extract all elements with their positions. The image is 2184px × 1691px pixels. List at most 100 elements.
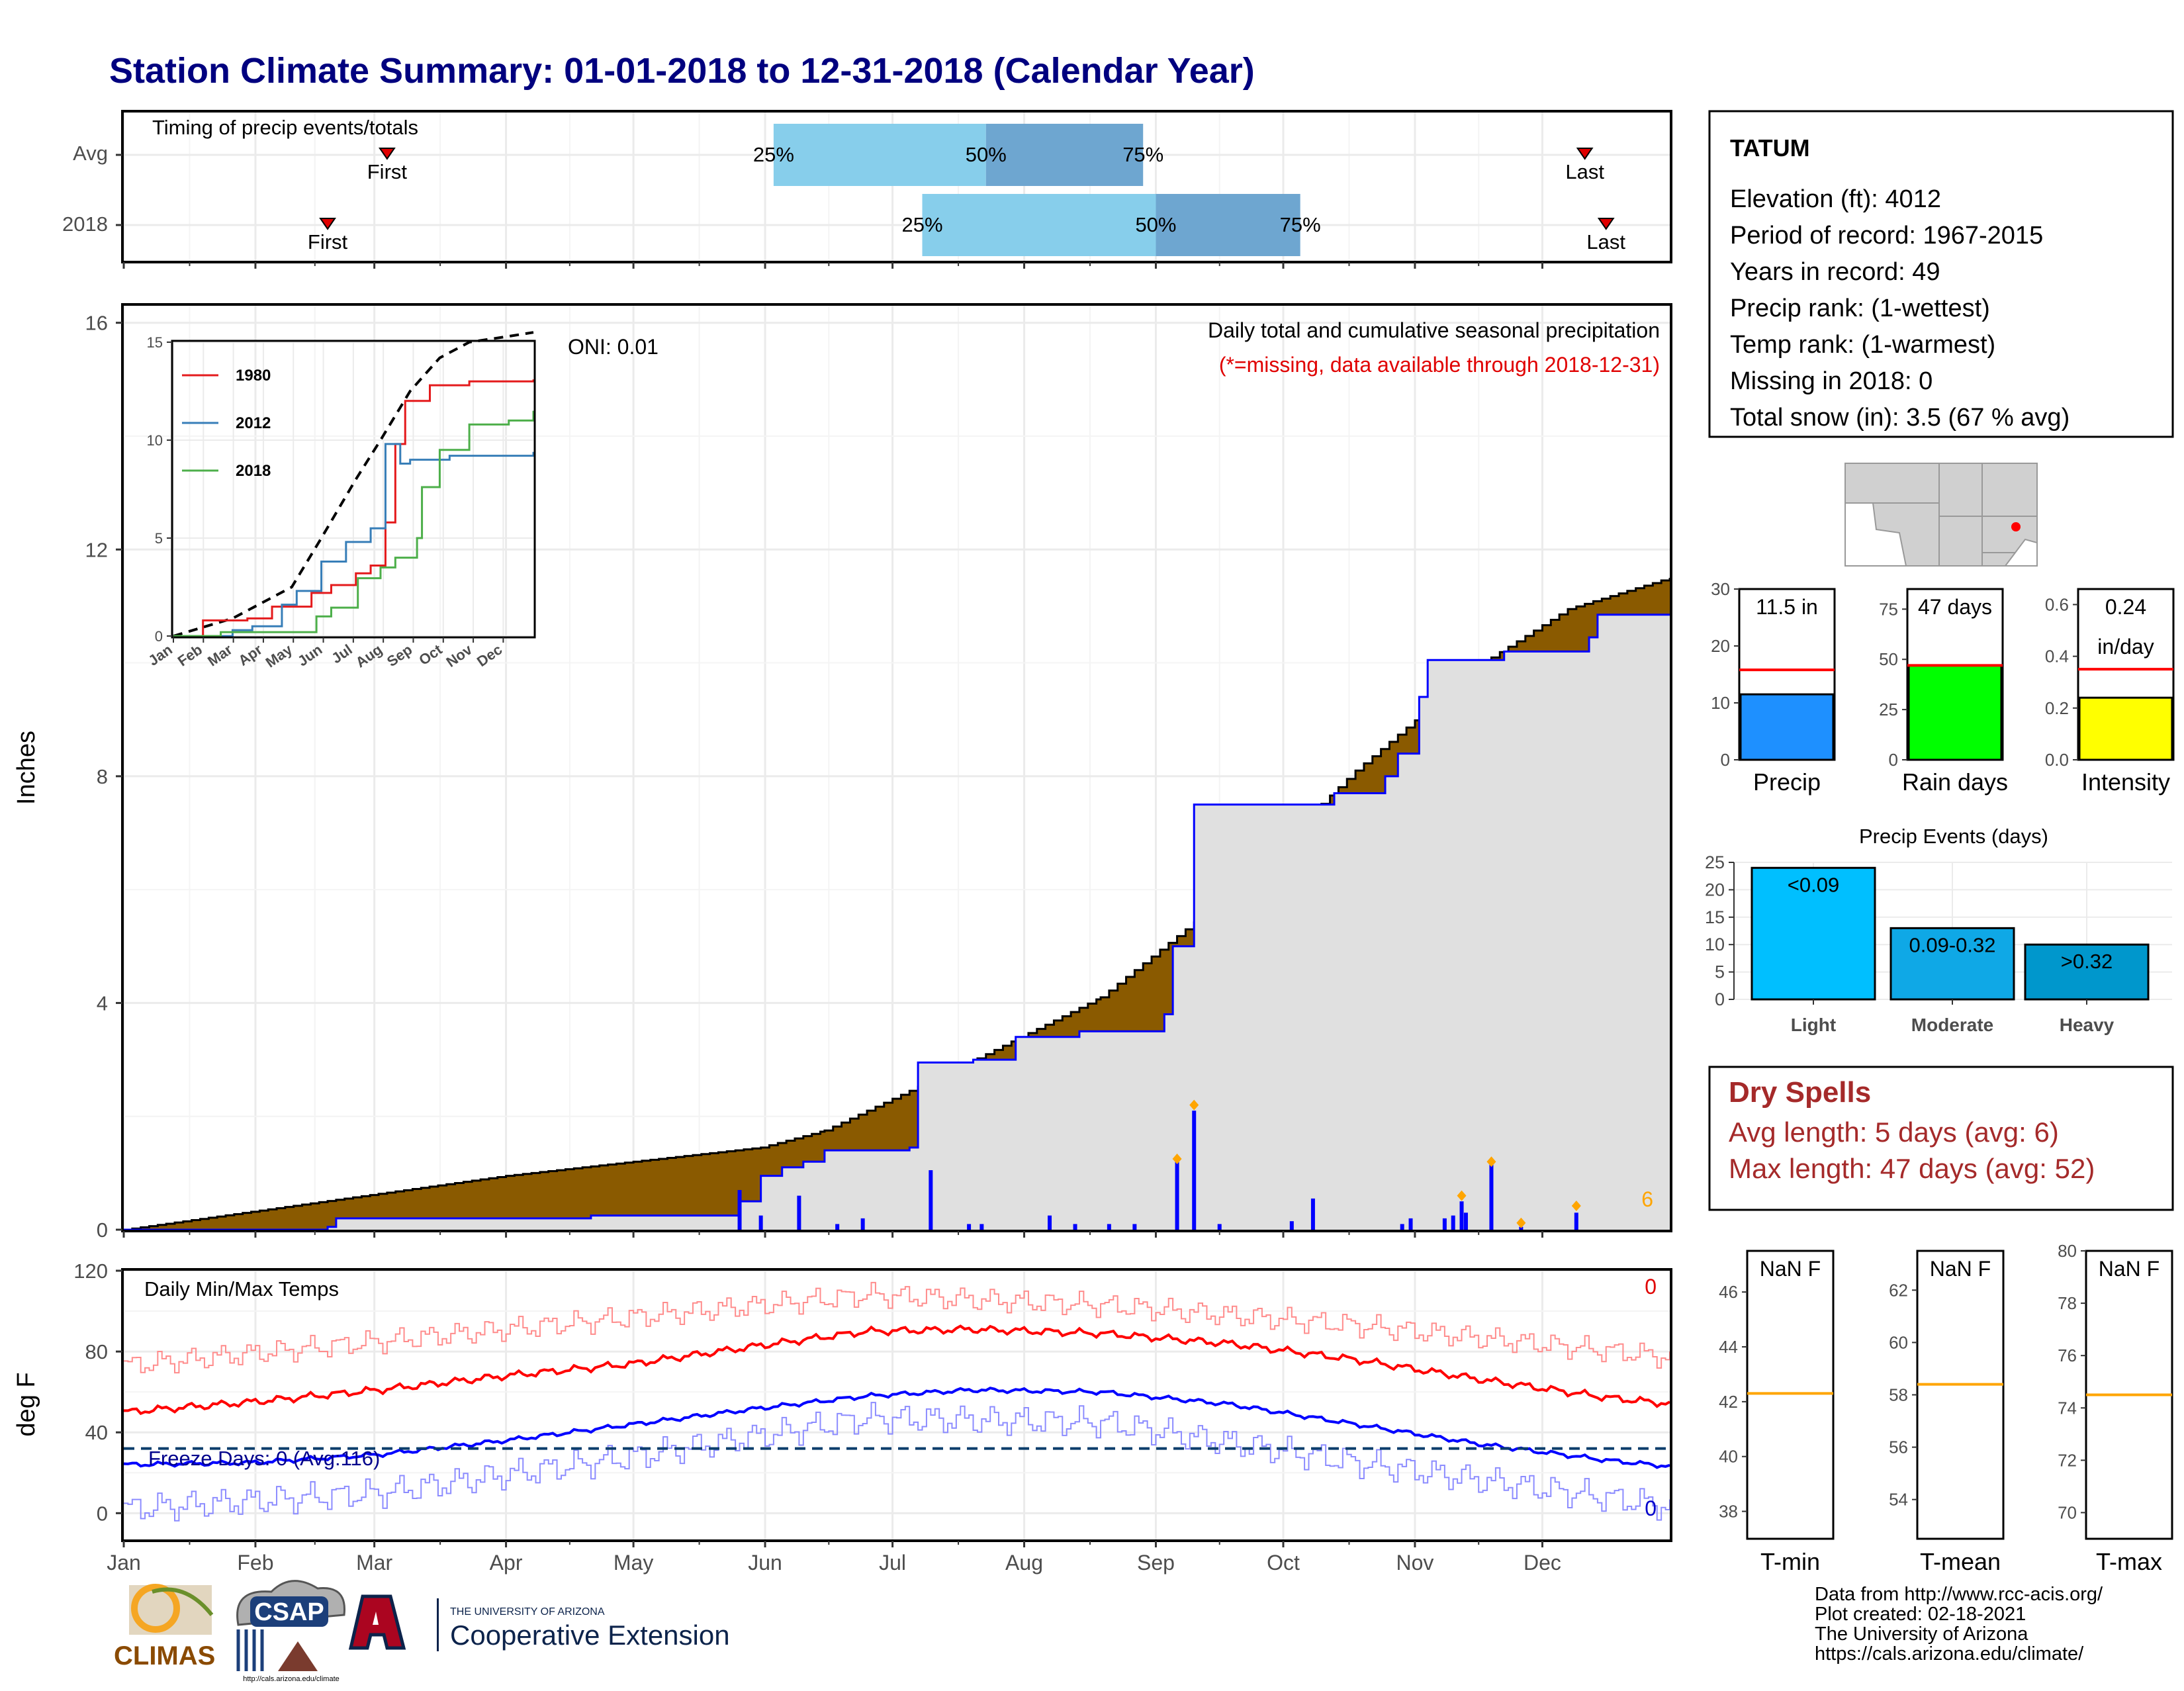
inset-xtick-label: Feb [175, 641, 205, 670]
temp-summary-ytick-label: 40 [1719, 1447, 1738, 1467]
footer-credits: Data from http://www.rcc-acis.org/ Plot … [1815, 1584, 2103, 1665]
temp-summary-ytick-label: 42 [1719, 1392, 1738, 1412]
oni-label: ONI: 0.01 [568, 335, 659, 359]
csap-logo-text: CSAP [254, 1598, 324, 1626]
month-tick-label: Jul [879, 1551, 906, 1575]
timing-row-label-2018: 2018 [62, 212, 108, 236]
inset-xtick-label: Jun [295, 641, 325, 670]
precip-marker [1486, 1156, 1496, 1167]
events-ytick-label: 20 [1705, 880, 1725, 899]
month-tick-label: May [614, 1551, 653, 1575]
station-info-line: Total snow (in): 3.5 (67 % avg) [1730, 404, 2070, 432]
temp-ylabel: deg F [13, 1372, 40, 1436]
footer-line-3: The University of Arizona [1815, 1623, 2028, 1645]
locator-map [1844, 463, 2038, 567]
daily-precip-bar [1192, 1111, 1197, 1230]
events-bar-range-label: >0.32 [2061, 950, 2113, 973]
timing-bar-q2 [1156, 194, 1300, 256]
temp-ytick-label: 0 [97, 1502, 108, 1525]
precip-marker [1172, 1153, 1182, 1164]
summary-ytick-label: 0.6 [2045, 594, 2069, 614]
daily-precip-bar [1459, 1201, 1464, 1230]
dry-spells-title: Dry Spells [1729, 1076, 1871, 1109]
summary-value-text: 0.24 [2105, 595, 2146, 619]
inset-series-2012 [173, 443, 535, 637]
timing-bar-q1 [922, 194, 1156, 256]
temp-summary-ytick-label: 46 [1719, 1282, 1738, 1302]
events-category-label: Moderate [1911, 1015, 1993, 1035]
climas-logo-text: CLIMAS [114, 1641, 215, 1670]
daily-precip-bar [1519, 1226, 1524, 1230]
daily-precip-bar [1463, 1212, 1468, 1230]
dry-spells-max: Max length: 47 days (avg: 52) [1729, 1153, 2095, 1184]
inset-xtick-label: Mar [205, 641, 236, 669]
temp-ytick-label: 80 [85, 1340, 108, 1363]
precip-panel: 0 4 8 12 16 Inches Daily total and cumulativ… [13, 303, 1672, 1242]
timing-pct-label: 75% [1280, 213, 1321, 236]
summary-ytick-label: 0 [1721, 750, 1730, 770]
summary-value-bar [1907, 664, 2003, 761]
daily-precip-bar [737, 1190, 742, 1230]
temp-ytick-label: 120 [73, 1259, 108, 1283]
daily-precip-bar [860, 1218, 865, 1230]
normal-cumulative-outline [124, 578, 1671, 1231]
summary-ytick-label: 0.2 [2045, 698, 2069, 718]
summary-ytick-label: 0.4 [2045, 647, 2069, 666]
temp-ytick-label: 40 [85, 1421, 108, 1444]
events-bar [1889, 927, 2015, 1001]
daily-precip-bar [1574, 1212, 1578, 1230]
month-tick-label: Jun [748, 1551, 782, 1575]
inset-legend-label: 2012 [236, 414, 271, 432]
inset-series-2018 [173, 410, 535, 637]
inset-xtick-label: Sep [384, 641, 415, 670]
precip-ytick-label: 0 [97, 1218, 108, 1242]
inset-xtick-label: Dec [474, 641, 505, 670]
inset-ytick-label: 5 [155, 530, 163, 547]
temp-summary-ytick-label: 80 [2058, 1241, 2077, 1261]
temp-summary-ytick-label: 78 [2058, 1293, 2077, 1313]
summary-ytick-label: 50 [1879, 649, 1898, 669]
ua-logo-small-text: THE UNIVERSITY OF ARIZONA [450, 1606, 605, 1618]
events-category-label: Heavy [2060, 1015, 2115, 1035]
station-info-line: Temp rank: (1-warmest) [1730, 331, 1995, 359]
timing-marker-label: Last [1586, 230, 1625, 253]
station-info-line: Period of record: 1967-2015 [1730, 222, 2043, 250]
temp-count-top: 0 [1645, 1275, 1657, 1299]
inset-xtick-label: Jan [145, 641, 175, 669]
month-tick-label: Oct [1267, 1551, 1300, 1575]
station-info-box: TATUM Elevation (ft): 4012 Period of reco… [1708, 110, 2174, 438]
timing-marker-label: First [367, 160, 408, 183]
temp-summary-ytick-label: 76 [2058, 1346, 2077, 1365]
dry-spells-box: Dry Spells Avg length: 5 days (avg: 6) M… [1708, 1066, 2174, 1211]
temp-summary-label: T-mean [1920, 1548, 2001, 1575]
timing-panel: 25% 50% 75% First Last 25% 50% 75% First Last Tim… [62, 110, 1672, 269]
avg-min-temp-line [123, 1387, 1670, 1469]
timing-marker-label: Last [1565, 160, 1604, 183]
ua-logo: THE UNIVERSITY OF ARIZONA Cooperative Ex… [348, 1594, 730, 1651]
temp-summary-ytick-label: 56 [1889, 1438, 1908, 1457]
timing-pct-label: 75% [1122, 143, 1163, 166]
summary-ytick-label: 75 [1879, 599, 1898, 619]
daily-precip-bar [1310, 1198, 1315, 1230]
record-min-temp-line [124, 1402, 1670, 1522]
summary-value-text: 47 days [1918, 595, 1992, 619]
temp-summary-label: T-min [1760, 1548, 1820, 1575]
footer-line-1: Data from http://www.rcc-acis.org/ [1815, 1584, 2103, 1605]
month-tick-label: Jan [107, 1551, 141, 1575]
timing-marker-triangle [319, 218, 336, 230]
month-tick-label: Aug [1005, 1551, 1043, 1575]
temp-count-bottom: 0 [1645, 1496, 1657, 1520]
timing-pct-label: 50% [966, 143, 1007, 166]
month-tick-label: Mar [356, 1551, 392, 1575]
daily-precip-bar [797, 1195, 801, 1230]
summary-bar-label: Precip [1753, 768, 1821, 796]
climas-logo: CLIMAS [114, 1584, 215, 1670]
summary-ytick-label: 30 [1711, 579, 1730, 599]
temp-summary-frame [1916, 1250, 2005, 1540]
ua-logo-big-text: Cooperative Extension [450, 1620, 730, 1651]
daily-precip-bar [758, 1215, 763, 1230]
cumulative-2018-area [124, 614, 1670, 1230]
events-title: Precip Events (days) [1859, 825, 2048, 848]
events-bar [1751, 866, 1876, 1001]
precip-ytick-label: 4 [97, 991, 108, 1015]
